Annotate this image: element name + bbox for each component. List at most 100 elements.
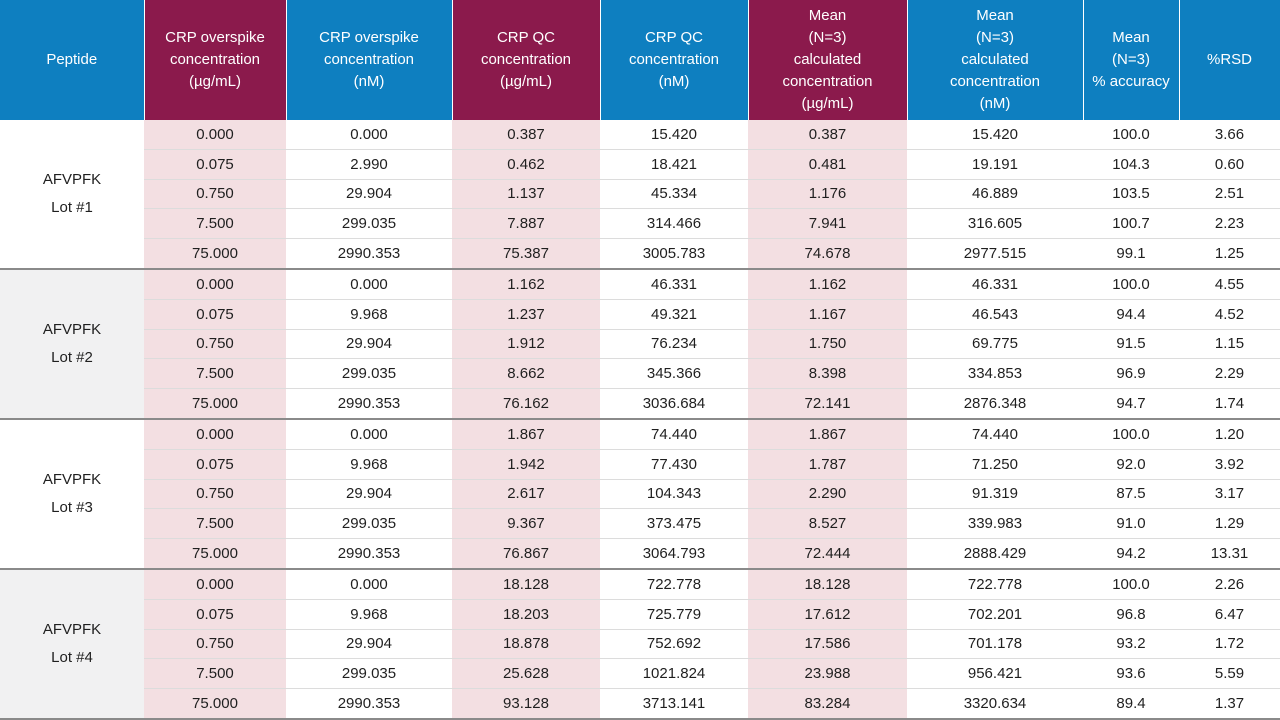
cell-qc-nm: 46.331 <box>600 267 748 300</box>
table-row: 7.500 299.035 9.367 373.475 8.527 339.983 91.0… <box>0 508 1280 539</box>
header-line: Mean <box>1112 29 1150 46</box>
cell-qc-nm: 1021.824 <box>600 658 748 689</box>
cell-mean-calc-ugml: 8.398 <box>748 358 907 389</box>
cell-overspike-ugml: 0.000 <box>144 120 286 150</box>
cell-overspike-nm: 299.035 <box>286 658 452 689</box>
cell-mean-calc-ugml: 1.750 <box>748 328 907 359</box>
cell-mean-calc-nm: 956.421 <box>907 658 1083 689</box>
cell-overspike-nm: 29.904 <box>286 178 452 209</box>
table-header: Peptide CRP overspike concentration (µg/mL)… <box>0 0 1280 120</box>
peptide-cell: AFVPFK Lot #1 <box>0 120 144 269</box>
cell-overspike-ugml: 7.500 <box>144 508 286 539</box>
header-peptide: Peptide <box>0 0 145 120</box>
cell-overspike-nm: 29.904 <box>286 628 452 659</box>
header-line: % accuracy <box>1092 73 1170 90</box>
cell-overspike-ugml: 7.500 <box>144 208 286 239</box>
cell-overspike-nm: 2990.353 <box>286 688 452 718</box>
cell-qc-nm: 3064.793 <box>600 538 748 569</box>
peptide-name: AFVPFK <box>42 320 102 338</box>
cell-mean-accuracy: 91.5 <box>1083 328 1179 359</box>
cell-overspike-nm: 2990.353 <box>286 538 452 569</box>
table-row: 0.075 9.968 1.942 77.430 1.787 71.250 92.0 3.92 <box>0 448 1280 480</box>
cell-qc-nm: 3005.783 <box>600 238 748 269</box>
header-line: (µg/mL) <box>500 73 552 90</box>
cell-mean-calc-ugml: 0.481 <box>748 148 907 180</box>
cell-mean-calc-nm: 2977.515 <box>907 238 1083 269</box>
cell-qc-ugml: 0.387 <box>452 120 600 150</box>
header-overspike-ugml: CRP overspike concentration (µg/mL) <box>144 0 287 120</box>
table-row: 7.500 299.035 7.887 314.466 7.941 316.605 100.… <box>0 208 1280 239</box>
cell-mean-calc-ugml: 1.162 <box>748 267 907 300</box>
cell-mean-accuracy: 103.5 <box>1083 178 1179 209</box>
cell-mean-accuracy: 99.1 <box>1083 238 1179 269</box>
cell-rsd: 3.66 <box>1214 125 1245 143</box>
cell-mean-accuracy: 104.3 <box>1083 148 1179 180</box>
table-row: 0.750 29.904 18.878 752.692 17.586 701.178 93.… <box>0 628 1280 659</box>
cell-mean-accuracy: 93.6 <box>1083 658 1179 689</box>
table-row: 0.750 29.904 1.912 76.234 1.750 69.775 91.5 1.1… <box>0 328 1280 359</box>
table-body: AFVPFK Lot #1 0.000 0.000 0.387 15.420 0.387 15… <box>0 120 1280 718</box>
header-line: concentration <box>323 51 415 68</box>
peptide-cell: AFVPFK Lot #4 <box>0 567 144 718</box>
cell-mean-accuracy: 94.4 <box>1083 298 1179 330</box>
cell-mean-calc-ugml: 18.128 <box>748 567 907 600</box>
header-qc-nm: CRP QC concentration (nM) <box>600 0 749 120</box>
cell-overspike-nm: 0.000 <box>286 567 452 600</box>
table-row: AFVPFK Lot #1 0.000 0.000 0.387 15.420 0.387 15… <box>0 120 1280 269</box>
cell-overspike-ugml: 0.000 <box>144 417 286 450</box>
cell-mean-calc-nm: 702.201 <box>907 598 1083 630</box>
cell-qc-nm: 76.234 <box>600 328 748 359</box>
cell-rsd: 1.72 <box>1179 628 1280 659</box>
cell-overspike-nm: 0.000 <box>286 417 452 450</box>
header-line: (µg/mL) <box>801 95 854 112</box>
header-mean-accuracy: Mean (N=3) % accuracy <box>1083 0 1180 120</box>
cell-overspike-nm: 9.968 <box>286 298 452 330</box>
cell-overspike-nm: 9.968 <box>286 448 452 480</box>
cell-overspike-ugml: 7.500 <box>144 658 286 689</box>
cell-mean-calc-nm: 71.250 <box>907 448 1083 480</box>
cell-overspike-ugml: 75.000 <box>144 238 286 269</box>
cell-qc-ugml: 1.942 <box>452 448 600 480</box>
cell-mean-calc-nm: 3320.634 <box>907 688 1083 718</box>
peptide-cell: AFVPFK Lot #2 <box>0 267 144 419</box>
table-row: 0.075 9.968 18.203 725.779 17.612 702.201 96.8… <box>0 598 1280 630</box>
cell-mean-calc-ugml: 8.527 <box>748 508 907 539</box>
cell-mean-calc-nm: 74.440 <box>907 417 1083 450</box>
cell-overspike-ugml: 0.075 <box>144 148 286 180</box>
cell-overspike-ugml: 75.000 <box>144 538 286 569</box>
cell-rsd: 4.52 <box>1179 298 1280 330</box>
peptide-lot: Lot #2 <box>51 348 93 366</box>
cell-overspike-nm: 29.904 <box>286 478 452 509</box>
cell-mean-calc-nm: 316.605 <box>907 208 1083 239</box>
cell-rsd: 1.25 <box>1179 238 1280 269</box>
cell-overspike-nm: 2990.353 <box>286 238 452 269</box>
cell-mean-accuracy: 100.0 <box>1083 267 1179 300</box>
cell-overspike-nm: 299.035 <box>286 208 452 239</box>
cell-rsd: 13.31 <box>1179 538 1280 569</box>
header-mean-calc-nm: Mean (N=3) calculated concentration (nM) <box>907 0 1084 120</box>
table-row: 0.750 29.904 2.617 104.343 2.290 91.319 87.5 3.… <box>0 478 1280 509</box>
header-line: calculated <box>961 51 1029 68</box>
table-row: 75.000 2990.353 76.162 3036.684 72.141 2876.3… <box>0 388 1280 419</box>
cell-mean-calc-ugml: 72.444 <box>748 538 907 569</box>
peptide-name: AFVPFK <box>42 620 102 638</box>
cell-mean-calc-nm: 334.853 <box>907 358 1083 389</box>
cell-rsd: 5.59 <box>1179 658 1280 689</box>
cell-mean-accuracy: 93.2 <box>1083 628 1179 659</box>
cell-overspike-ugml: 0.075 <box>144 298 286 330</box>
table-row: 0.075 9.968 1.237 49.321 1.167 46.543 94.4 4.52 <box>0 298 1280 330</box>
table-row: 75.000 2990.353 93.128 3713.141 83.284 3320.6… <box>0 688 1280 718</box>
cell-overspike-nm: 0.000 <box>286 267 452 300</box>
cell-qc-nm: 77.430 <box>600 448 748 480</box>
cell-rsd: 2.23 <box>1179 208 1280 239</box>
cell-qc-nm: 74.440 <box>600 417 748 450</box>
cell-mean-accuracy: 100.7 <box>1083 208 1179 239</box>
cell-overspike-nm: 2.990 <box>286 148 452 180</box>
cell-mean-calc-ugml: 0.387 <box>748 120 907 150</box>
table-row: 0.750 29.904 1.137 45.334 1.176 46.889 103.5 2.… <box>0 178 1280 209</box>
cell-rsd: 2.26 <box>1179 567 1280 600</box>
cell-qc-nm: 373.475 <box>600 508 748 539</box>
cell-overspike-ugml: 0.750 <box>144 478 286 509</box>
header-line: concentration <box>480 51 572 68</box>
